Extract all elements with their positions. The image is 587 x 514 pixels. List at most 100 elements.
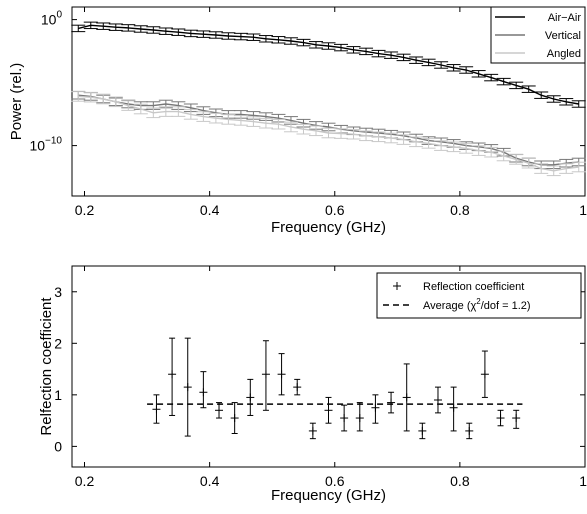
error-bar (371, 49, 386, 58)
error-bar (396, 53, 411, 62)
error-bar (146, 26, 161, 34)
error-bar (559, 163, 574, 174)
error-bar (384, 132, 399, 144)
error-bar (471, 145, 486, 156)
legend-text-part: /dof = 1.2) (481, 300, 531, 312)
error-bar (446, 64, 461, 72)
legend-entry: Air−Air (548, 12, 582, 24)
y-tick-label: 3 (54, 284, 62, 300)
error-bar (83, 91, 98, 103)
error-bar (534, 163, 549, 174)
error-bar (371, 131, 386, 143)
error-bar (71, 24, 86, 33)
error-bar (459, 66, 474, 74)
data-point (418, 422, 427, 440)
error-bar (196, 30, 211, 38)
x-tick-label: 0.4 (200, 473, 220, 489)
error-bar (459, 143, 474, 154)
data-point (449, 386, 458, 432)
error-bar (321, 127, 336, 139)
error-bar (171, 106, 186, 117)
error-bar (96, 93, 111, 105)
data-point (324, 396, 333, 424)
legend-entry: Reflection coefficient (423, 281, 524, 293)
error-bar (208, 31, 223, 39)
error-bar (496, 77, 511, 86)
error-bar (283, 37, 298, 45)
error-bar (521, 85, 536, 93)
y-tick-exponent: −10 (45, 136, 62, 147)
x-tick-label: 1 (579, 202, 587, 218)
data-point (355, 402, 364, 432)
error-bar (271, 118, 286, 130)
error-bar (421, 138, 436, 149)
error-bar (183, 109, 198, 120)
error-bar (434, 61, 449, 69)
data-point (340, 404, 349, 432)
x-tick-label: 0.8 (450, 202, 470, 218)
x-tick-label: 0.4 (200, 202, 220, 218)
error-bar (133, 103, 148, 115)
error-bar (484, 73, 499, 82)
error-bar (571, 100, 586, 108)
error-bar (108, 23, 123, 31)
error-bar (271, 36, 286, 44)
error-bar (509, 81, 524, 90)
y-tick-label: 100 (41, 10, 63, 28)
data-point (465, 422, 474, 440)
data-point (168, 337, 177, 416)
error-bar (321, 42, 336, 50)
error-bar (308, 125, 323, 137)
x-tick-label: 0.2 (75, 202, 95, 218)
data-point (387, 391, 396, 414)
legend: Reflection coefficient Average (χ2/dof = … (376, 272, 582, 319)
data-point (371, 394, 380, 424)
error-bar (246, 116, 261, 127)
data-point (246, 378, 255, 416)
error-bar (96, 22, 111, 30)
x-axis-label: Frequency (GHz) (271, 487, 386, 504)
error-bar (221, 32, 236, 40)
error-bar (409, 56, 424, 64)
error-bar (396, 134, 411, 145)
error-bar (171, 28, 186, 36)
legend-box (376, 272, 582, 319)
error-bar (496, 150, 511, 162)
y-tick-base: 10 (41, 12, 57, 28)
error-bar (571, 161, 586, 173)
y-axis-label: Relfection coefficient (38, 297, 55, 436)
legend-entry: Angled (547, 48, 581, 60)
error-bar (233, 115, 248, 126)
error-bar (283, 121, 298, 133)
data-point (512, 409, 521, 429)
error-bar (196, 111, 211, 122)
x-tick-label: 0.2 (75, 473, 95, 489)
error-bar (359, 47, 374, 56)
legend-entry: Vertical (545, 30, 581, 42)
data-point (293, 378, 302, 396)
error-bar (296, 123, 311, 135)
error-bar (346, 128, 361, 140)
x-tick-label: 0.8 (450, 473, 470, 489)
error-bar (334, 43, 349, 52)
error-bar (258, 35, 273, 43)
y-tick-label: 1 (54, 387, 62, 403)
error-bar (534, 91, 549, 99)
data-point (277, 353, 286, 396)
data-point (215, 402, 224, 419)
error-bar (233, 32, 248, 41)
y-tick-base: 10 (29, 138, 45, 154)
error-bar (546, 95, 561, 103)
error-bar (71, 91, 86, 102)
y-tick-label: 0 (54, 438, 62, 454)
data-point (152, 394, 161, 424)
legend-text-part: χ (471, 300, 477, 312)
legend: Air−Air Vertical Angled (490, 6, 586, 64)
error-bar (208, 112, 223, 124)
error-bar (421, 58, 436, 67)
error-bar (346, 46, 361, 54)
x-tick-label: 1 (579, 473, 587, 489)
error-bar (121, 24, 136, 32)
y-tick-exponent: 0 (56, 10, 62, 21)
